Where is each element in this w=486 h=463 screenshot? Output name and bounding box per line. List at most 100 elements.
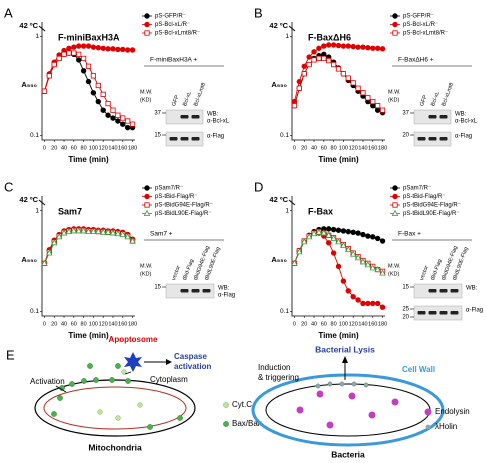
marker (379, 238, 386, 244)
marker (365, 233, 371, 239)
marker (114, 230, 122, 237)
marker (144, 193, 150, 200)
marker (66, 45, 72, 51)
marker (379, 269, 386, 276)
x-tick-label: 60 (71, 145, 77, 151)
x-tick-label: 120 (99, 145, 108, 151)
x-tick-label: 80 (81, 145, 87, 151)
marker (71, 50, 77, 56)
marker (129, 237, 136, 244)
activation-label: Activation (30, 377, 65, 386)
marker (374, 235, 381, 242)
blot-band (428, 137, 437, 141)
marker (330, 250, 337, 256)
marker (365, 95, 371, 101)
marker (115, 46, 121, 53)
lane-label: GFP (171, 94, 181, 107)
arrowhead (342, 356, 348, 363)
y-tick-label: 0.1 (280, 132, 289, 139)
x-tick-label: 0 (43, 321, 46, 327)
chart-title: F-miniBaxH3A (58, 32, 120, 42)
marker (125, 118, 131, 124)
marker (46, 249, 53, 256)
x-tick-label: 60 (71, 321, 77, 327)
marker (379, 107, 386, 113)
annotation: 42 ºC (269, 195, 288, 204)
marker (50, 239, 58, 246)
bax-dots (51, 363, 183, 430)
axis (41, 22, 135, 141)
x-tick-label: 160 (368, 145, 377, 151)
blot-band (439, 137, 448, 141)
marker (331, 61, 337, 68)
marker (60, 229, 68, 236)
marker (392, 202, 398, 208)
marker (335, 42, 342, 49)
lane-label: Bcl-xLmt8 (193, 82, 207, 107)
legend-label: pS-GFP/R⁻ (403, 14, 434, 20)
blot-band (439, 311, 448, 315)
arrowhead (166, 359, 172, 365)
marker (120, 115, 126, 121)
axis (41, 196, 135, 317)
marker (80, 68, 87, 74)
x-tick-label: 140 (108, 145, 117, 151)
x-tick-label: 40 (311, 321, 317, 327)
marker (345, 43, 351, 49)
marker (374, 265, 381, 273)
legend-label: pSam7/R⁻ (155, 186, 183, 192)
lane-label: vector (171, 265, 182, 281)
marker (144, 202, 150, 208)
marker (375, 103, 381, 109)
marker (144, 30, 150, 36)
marker (51, 61, 57, 68)
marker (392, 185, 398, 191)
caspase-label: activation (174, 362, 211, 371)
blot-band (417, 311, 426, 315)
marker (105, 46, 111, 52)
y-tick-label: 1 (35, 33, 39, 40)
x-tick-label: 180 (378, 145, 387, 151)
baxbak-label: Bax/Bak (232, 419, 263, 428)
blot-band (180, 289, 189, 293)
axis-break (288, 25, 296, 32)
x-tick-label: 0 (293, 321, 296, 327)
marker (105, 100, 111, 107)
marker (316, 45, 322, 51)
x-tick-label: 60 (321, 145, 327, 151)
mw-title: M.W. (140, 263, 153, 269)
marker (305, 233, 313, 240)
apoptosome-label: Apoptosome (109, 335, 158, 344)
wb-label: α-Flag (466, 308, 483, 314)
marker (350, 43, 356, 50)
blot-band (180, 115, 189, 119)
marker (80, 43, 87, 49)
marker (129, 121, 136, 127)
chart-title: F-Bax (308, 206, 333, 216)
mw-label: 37 (402, 111, 409, 117)
blot-row (165, 283, 215, 299)
x-axis-label: Time (min) (318, 155, 359, 164)
marker (144, 21, 150, 28)
blot-band (450, 311, 459, 315)
mito-outer (34, 379, 196, 437)
chart-title: F-BaxΔH6 (308, 32, 351, 42)
marker (85, 227, 92, 235)
cytc-dots (97, 369, 143, 421)
marker (85, 78, 92, 85)
legend-label: pS-tBid-Flag/R⁻ (403, 194, 446, 200)
legend-label: pS-tBid-Flag/R⁻ (155, 194, 198, 200)
blot-title: F-Bax + (398, 231, 421, 238)
induction-label: Induction (258, 363, 290, 372)
marker (100, 45, 106, 51)
marker (95, 98, 101, 105)
chart-title: Sam7 (58, 206, 82, 216)
blot-band (417, 137, 426, 141)
axis-break (38, 25, 46, 32)
mw-title: (KD) (140, 271, 151, 277)
marker (360, 44, 366, 50)
blot-band (180, 137, 189, 141)
axis (291, 196, 385, 317)
x-axis-label: Time (min) (68, 155, 109, 164)
wb-label: α-Flag (207, 134, 224, 140)
